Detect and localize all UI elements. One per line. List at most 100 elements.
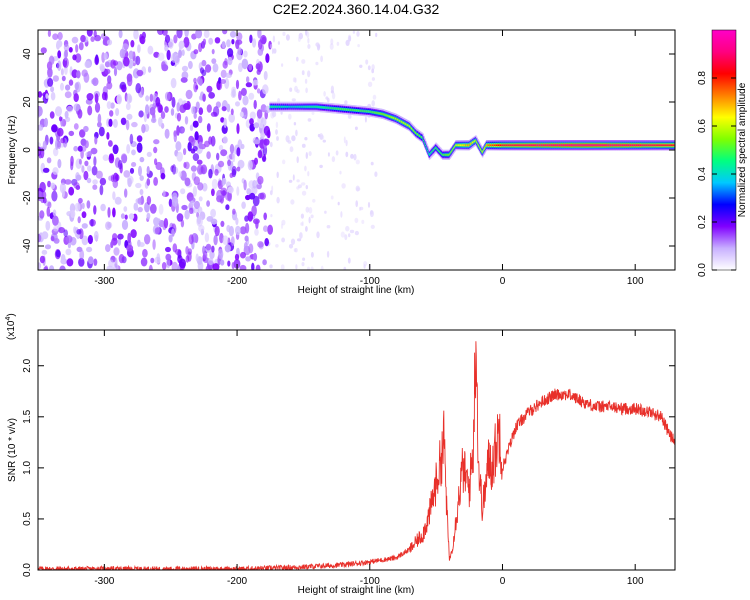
- noise-blob: [210, 218, 218, 225]
- noise-blob: [131, 162, 137, 167]
- noise-blob: [64, 179, 72, 185]
- noise-blob: [210, 111, 218, 117]
- noise-blob: [297, 238, 302, 242]
- noise-blob: [165, 246, 171, 253]
- noise-blob: [223, 117, 227, 128]
- noise-blob: [298, 32, 303, 40]
- x-tick-label: -300: [94, 276, 114, 287]
- noise-blob: [372, 94, 377, 100]
- noise-blob: [38, 106, 43, 117]
- noise-blob: [100, 203, 106, 212]
- noise-blob: [271, 48, 274, 55]
- noise-blob: [181, 49, 185, 56]
- noise-blob: [84, 60, 91, 69]
- noise-blob: [267, 224, 273, 235]
- noise-blob: [181, 65, 189, 72]
- noise-blob: [40, 47, 47, 54]
- noise-blob: [266, 130, 271, 139]
- noise-blob: [243, 179, 247, 191]
- noise-blob: [44, 244, 52, 250]
- noise-blob: [365, 59, 369, 65]
- signal-cell: [362, 110, 364, 112]
- noise-blob: [130, 229, 137, 239]
- noise-blob: [290, 199, 295, 205]
- noise-blob: [251, 262, 255, 270]
- noise-blob: [232, 151, 236, 163]
- noise-blob: [239, 111, 244, 118]
- noise-blob: [212, 63, 219, 73]
- noise-blob: [252, 195, 260, 207]
- noise-blob: [75, 174, 82, 181]
- signal-cell: [293, 106, 295, 108]
- noise-blob: [236, 123, 240, 135]
- noise-blob: [99, 177, 107, 186]
- noise-blob: [58, 116, 63, 122]
- noise-blob: [308, 207, 313, 214]
- noise-blob: [257, 241, 264, 248]
- noise-blob: [119, 48, 126, 59]
- noise-blob: [108, 259, 114, 268]
- spectrogram-content: [38, 30, 675, 270]
- noise-blob: [109, 110, 114, 117]
- noise-blob: [72, 54, 77, 61]
- noise-blob: [148, 264, 153, 270]
- signal-cell: [406, 124, 409, 126]
- noise-blob: [127, 232, 132, 244]
- noise-blob: [105, 244, 111, 253]
- noise-blob: [231, 86, 237, 95]
- noise-blob: [147, 66, 152, 73]
- spectrogram-x-axis: -300 -200 -100 0 100: [94, 30, 644, 287]
- noise-blob: [57, 127, 64, 137]
- signal-cell: [299, 106, 301, 108]
- y-tick-label: 1.0: [22, 460, 33, 474]
- noise-blob: [160, 172, 166, 180]
- noise-blob: [305, 185, 308, 190]
- noise-blob: [60, 137, 66, 144]
- noise-blob: [112, 207, 116, 218]
- noise-blob: [162, 190, 166, 198]
- noise-blob: [196, 159, 203, 165]
- noise-blob: [38, 262, 42, 270]
- noise-blob: [193, 200, 200, 210]
- signal-cell: [469, 143, 472, 145]
- noise-blob: [161, 262, 167, 270]
- noise-blob: [133, 202, 139, 211]
- noise-blob: [65, 84, 71, 91]
- noise-blob: [293, 248, 296, 253]
- noise-blob: [193, 176, 200, 186]
- noise-blob: [336, 41, 340, 46]
- signal-cell: [467, 144, 470, 146]
- noise-blob: [347, 114, 352, 119]
- noise-blob: [190, 165, 197, 172]
- noise-blob: [252, 38, 257, 48]
- snr-frame: [37, 329, 676, 571]
- noise-blob: [345, 39, 350, 47]
- noise-blob: [290, 238, 296, 245]
- noise-blob: [323, 91, 326, 97]
- noise-blob: [288, 113, 292, 120]
- noise-blob: [164, 106, 169, 113]
- noise-blob: [196, 215, 202, 225]
- noise-blob: [253, 99, 257, 110]
- noise-blob: [237, 47, 242, 56]
- noise-blob: [52, 75, 60, 82]
- noise-blob: [263, 138, 270, 146]
- noise-blob: [55, 249, 61, 258]
- noise-blob: [112, 60, 118, 66]
- noise-blob: [308, 151, 312, 157]
- noise-blob: [175, 248, 182, 256]
- noise-blob: [273, 48, 277, 54]
- snr-scale-base: (x10: [6, 320, 17, 340]
- noise-blob: [374, 171, 378, 177]
- signal-cell: [333, 107, 336, 110]
- noise-blob: [340, 211, 343, 218]
- noise-blob: [154, 227, 161, 235]
- noise-blob: [125, 102, 131, 111]
- noise-blob: [142, 248, 148, 258]
- noise-blob: [129, 133, 134, 145]
- noise-blob: [137, 44, 141, 53]
- noise-blob: [345, 139, 348, 147]
- noise-blob: [126, 73, 133, 82]
- noise-blob: [120, 117, 127, 126]
- noise-blob: [285, 34, 290, 41]
